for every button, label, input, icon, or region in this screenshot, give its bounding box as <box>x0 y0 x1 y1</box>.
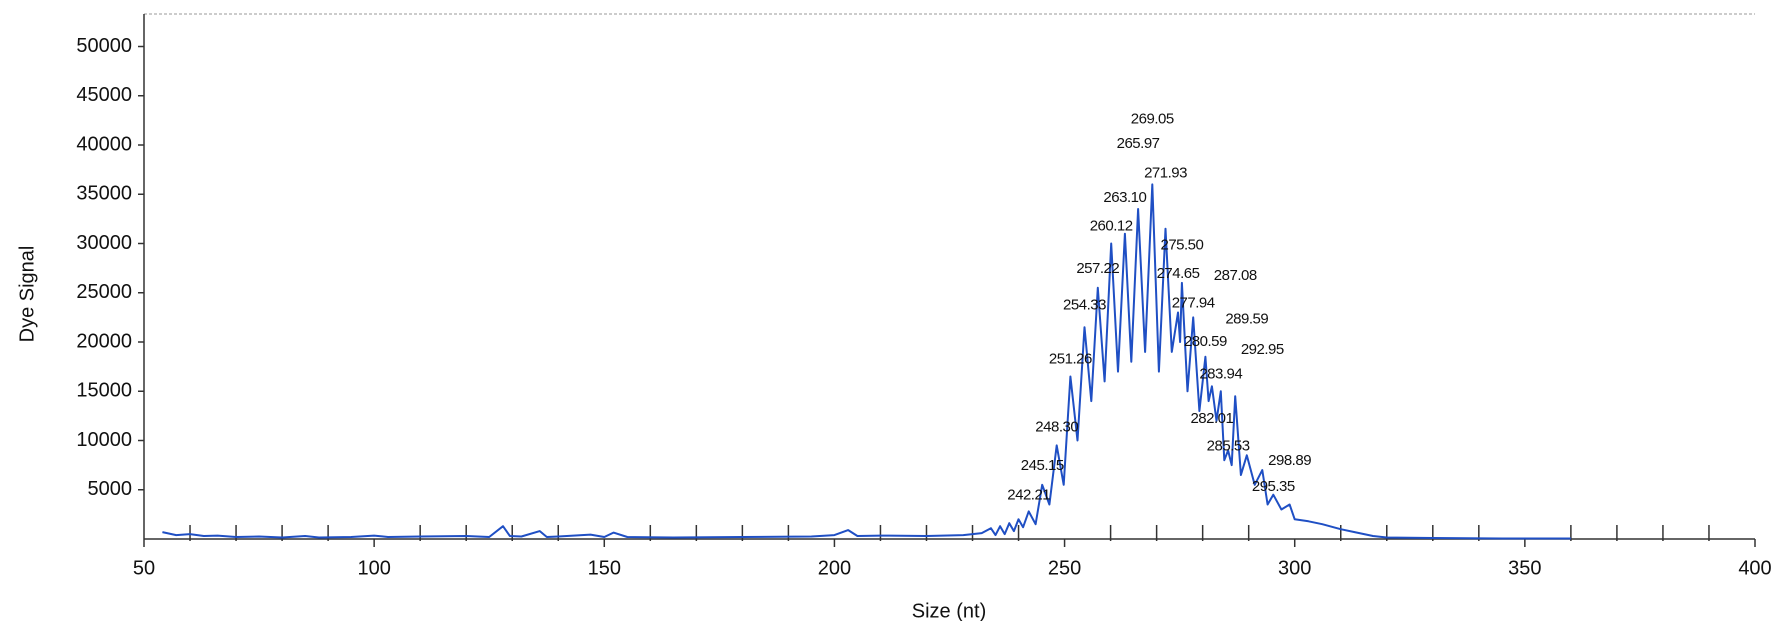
y-tick-label: 50000 <box>76 35 132 57</box>
signal-trace <box>162 183 1571 540</box>
peak-label: 298.89 <box>1268 452 1311 469</box>
x-tick-label: 250 <box>1048 557 1081 579</box>
x-tick-label: 350 <box>1508 557 1541 579</box>
peak-label: 271.93 <box>1144 165 1187 182</box>
peak-label: 282.01 <box>1190 410 1233 427</box>
y-tick-label: 35000 <box>76 183 132 205</box>
peak-label: 292.95 <box>1241 341 1284 358</box>
peak-label: 289.59 <box>1225 310 1268 327</box>
y-tick-label: 20000 <box>76 330 132 352</box>
peak-label: 242.21 <box>1007 487 1050 504</box>
y-tick-label: 5000 <box>88 478 133 500</box>
y-tick-label: 45000 <box>76 84 132 106</box>
peak-label: 265.97 <box>1117 135 1160 152</box>
y-tick-label: 40000 <box>76 133 132 155</box>
x-tick-label: 150 <box>588 557 621 579</box>
x-tick-label: 50 <box>133 557 155 579</box>
x-tick-label: 100 <box>357 557 390 579</box>
peak-label: 263.10 <box>1103 189 1146 206</box>
peak-label: 274.65 <box>1157 265 1200 282</box>
peak-label: 287.08 <box>1214 267 1257 284</box>
y-tick-label: 25000 <box>76 281 132 303</box>
peak-label: 280.59 <box>1184 333 1227 350</box>
y-tick-label: 10000 <box>76 429 132 451</box>
x-tick-label: 400 <box>1738 557 1771 579</box>
y-axis-label: Dye Signal <box>16 246 38 343</box>
peak-label: 295.35 <box>1252 478 1295 495</box>
peak-label: 285.53 <box>1207 437 1250 454</box>
y-tick-label: 15000 <box>76 380 132 402</box>
peak-label: 260.12 <box>1090 218 1133 235</box>
peak-label: 257.22 <box>1076 260 1119 277</box>
y-tick-label: 30000 <box>76 232 132 254</box>
peak-label: 248.30 <box>1035 419 1078 436</box>
peak-label: 275.50 <box>1160 236 1203 253</box>
peak-label: 269.05 <box>1131 110 1174 127</box>
peak-label: 277.94 <box>1172 295 1215 312</box>
x-tick-label: 200 <box>818 557 851 579</box>
x-tick-label: 300 <box>1278 557 1311 579</box>
peak-label: 251.26 <box>1049 351 1092 368</box>
peak-label: 254.33 <box>1063 297 1106 314</box>
peak-label: 245.15 <box>1021 457 1064 474</box>
peak-label: 283.94 <box>1199 365 1242 382</box>
x-axis-label: Size (nt) <box>912 600 986 621</box>
